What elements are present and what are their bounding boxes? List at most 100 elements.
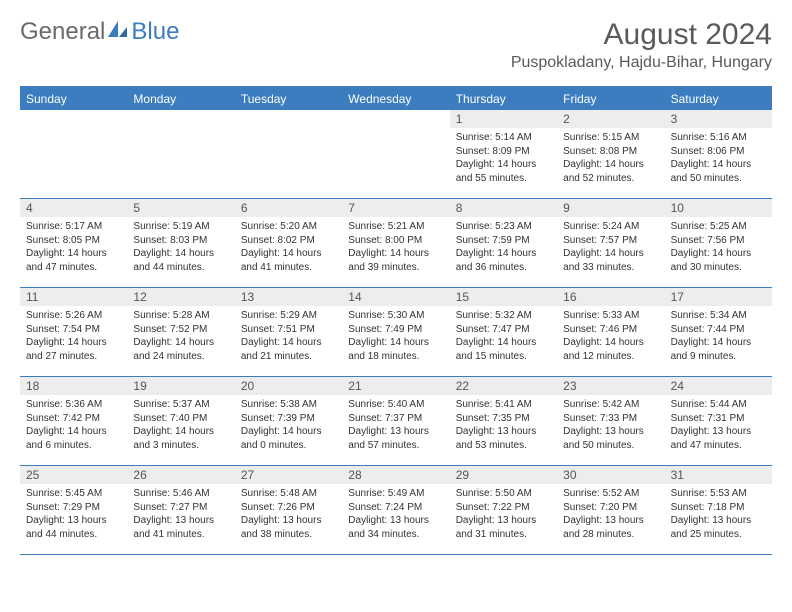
cell-body: Sunrise: 5:28 AMSunset: 7:52 PMDaylight:…: [127, 306, 234, 367]
calendar-cell: 13Sunrise: 5:29 AMSunset: 7:51 PMDayligh…: [235, 288, 342, 376]
sunrise-text: Sunrise: 5:42 AM: [563, 398, 658, 412]
sunrise-text: Sunrise: 5:30 AM: [348, 309, 443, 323]
calendar-cell: 6Sunrise: 5:20 AMSunset: 8:02 PMDaylight…: [235, 199, 342, 287]
day-number: 24: [665, 377, 772, 395]
sunrise-text: Sunrise: 5:28 AM: [133, 309, 228, 323]
sunrise-text: Sunrise: 5:26 AM: [26, 309, 121, 323]
day-header-tuesday: Tuesday: [235, 88, 342, 110]
sunset-text: Sunset: 7:31 PM: [671, 412, 766, 426]
daylight-text: Daylight: 14 hours and 55 minutes.: [456, 158, 551, 185]
cell-body: Sunrise: 5:53 AMSunset: 7:18 PMDaylight:…: [665, 484, 772, 545]
sunrise-text: Sunrise: 5:49 AM: [348, 487, 443, 501]
week-row: 25Sunrise: 5:45 AMSunset: 7:29 PMDayligh…: [20, 466, 772, 555]
cell-body: Sunrise: 5:29 AMSunset: 7:51 PMDaylight:…: [235, 306, 342, 367]
daylight-text: Daylight: 13 hours and 38 minutes.: [241, 514, 336, 541]
day-number: 11: [20, 288, 127, 306]
sunset-text: Sunset: 8:09 PM: [456, 145, 551, 159]
sunrise-text: Sunrise: 5:23 AM: [456, 220, 551, 234]
cell-body: Sunrise: 5:19 AMSunset: 8:03 PMDaylight:…: [127, 217, 234, 278]
day-number: 16: [557, 288, 664, 306]
day-number: 2: [557, 110, 664, 128]
sunrise-text: Sunrise: 5:44 AM: [671, 398, 766, 412]
calendar-cell: 12Sunrise: 5:28 AMSunset: 7:52 PMDayligh…: [127, 288, 234, 376]
calendar-cell: 4Sunrise: 5:17 AMSunset: 8:05 PMDaylight…: [20, 199, 127, 287]
logo-text-blue: Blue: [131, 18, 179, 46]
week-row: 18Sunrise: 5:36 AMSunset: 7:42 PMDayligh…: [20, 377, 772, 466]
sunset-text: Sunset: 7:51 PM: [241, 323, 336, 337]
sunset-text: Sunset: 7:39 PM: [241, 412, 336, 426]
daylight-text: Daylight: 13 hours and 34 minutes.: [348, 514, 443, 541]
header: General Blue August 2024 Puspokladany, H…: [0, 0, 792, 78]
cell-body: Sunrise: 5:36 AMSunset: 7:42 PMDaylight:…: [20, 395, 127, 456]
cell-body: Sunrise: 5:41 AMSunset: 7:35 PMDaylight:…: [450, 395, 557, 456]
cell-body: Sunrise: 5:17 AMSunset: 8:05 PMDaylight:…: [20, 217, 127, 278]
sunset-text: Sunset: 7:22 PM: [456, 501, 551, 515]
daylight-text: Daylight: 13 hours and 25 minutes.: [671, 514, 766, 541]
sunset-text: Sunset: 7:59 PM: [456, 234, 551, 248]
day-number: 7: [342, 199, 449, 217]
sunset-text: Sunset: 7:40 PM: [133, 412, 228, 426]
sunset-text: Sunset: 7:57 PM: [563, 234, 658, 248]
sunset-text: Sunset: 8:03 PM: [133, 234, 228, 248]
cell-body: Sunrise: 5:15 AMSunset: 8:08 PMDaylight:…: [557, 128, 664, 189]
daylight-text: Daylight: 14 hours and 52 minutes.: [563, 158, 658, 185]
calendar-cell: 26Sunrise: 5:46 AMSunset: 7:27 PMDayligh…: [127, 466, 234, 554]
sunset-text: Sunset: 7:56 PM: [671, 234, 766, 248]
sunrise-text: Sunrise: 5:53 AM: [671, 487, 766, 501]
sunset-text: Sunset: 7:49 PM: [348, 323, 443, 337]
calendar-cell: 21Sunrise: 5:40 AMSunset: 7:37 PMDayligh…: [342, 377, 449, 465]
cell-body: Sunrise: 5:23 AMSunset: 7:59 PMDaylight:…: [450, 217, 557, 278]
daylight-text: Daylight: 14 hours and 0 minutes.: [241, 425, 336, 452]
daylight-text: Daylight: 14 hours and 30 minutes.: [671, 247, 766, 274]
sunrise-text: Sunrise: 5:32 AM: [456, 309, 551, 323]
day-number: 12: [127, 288, 234, 306]
calendar-cell: 20Sunrise: 5:38 AMSunset: 7:39 PMDayligh…: [235, 377, 342, 465]
sunrise-text: Sunrise: 5:50 AM: [456, 487, 551, 501]
week-row: 1Sunrise: 5:14 AMSunset: 8:09 PMDaylight…: [20, 110, 772, 199]
daylight-text: Daylight: 14 hours and 18 minutes.: [348, 336, 443, 363]
sunrise-text: Sunrise: 5:25 AM: [671, 220, 766, 234]
day-header-friday: Friday: [557, 88, 664, 110]
day-header-wednesday: Wednesday: [342, 88, 449, 110]
calendar-cell: [342, 110, 449, 198]
calendar-cell: 3Sunrise: 5:16 AMSunset: 8:06 PMDaylight…: [665, 110, 772, 198]
cell-body: Sunrise: 5:48 AMSunset: 7:26 PMDaylight:…: [235, 484, 342, 545]
daylight-text: Daylight: 14 hours and 50 minutes.: [671, 158, 766, 185]
sunset-text: Sunset: 7:54 PM: [26, 323, 121, 337]
sunrise-text: Sunrise: 5:24 AM: [563, 220, 658, 234]
day-number: 15: [450, 288, 557, 306]
sunrise-text: Sunrise: 5:40 AM: [348, 398, 443, 412]
day-number: 9: [557, 199, 664, 217]
sunrise-text: Sunrise: 5:36 AM: [26, 398, 121, 412]
cell-body: [20, 114, 127, 121]
sunrise-text: Sunrise: 5:52 AM: [563, 487, 658, 501]
sunset-text: Sunset: 8:08 PM: [563, 145, 658, 159]
daylight-text: Daylight: 14 hours and 47 minutes.: [26, 247, 121, 274]
cell-body: Sunrise: 5:42 AMSunset: 7:33 PMDaylight:…: [557, 395, 664, 456]
daylight-text: Daylight: 14 hours and 39 minutes.: [348, 247, 443, 274]
sunset-text: Sunset: 7:33 PM: [563, 412, 658, 426]
cell-body: Sunrise: 5:44 AMSunset: 7:31 PMDaylight:…: [665, 395, 772, 456]
cell-body: Sunrise: 5:26 AMSunset: 7:54 PMDaylight:…: [20, 306, 127, 367]
daylight-text: Daylight: 14 hours and 12 minutes.: [563, 336, 658, 363]
day-number: 1: [450, 110, 557, 128]
daylight-text: Daylight: 13 hours and 57 minutes.: [348, 425, 443, 452]
cell-body: Sunrise: 5:45 AMSunset: 7:29 PMDaylight:…: [20, 484, 127, 545]
cell-body: Sunrise: 5:14 AMSunset: 8:09 PMDaylight:…: [450, 128, 557, 189]
calendar-cell: 31Sunrise: 5:53 AMSunset: 7:18 PMDayligh…: [665, 466, 772, 554]
daylight-text: Daylight: 14 hours and 44 minutes.: [133, 247, 228, 274]
daylight-text: Daylight: 13 hours and 47 minutes.: [671, 425, 766, 452]
sunrise-text: Sunrise: 5:21 AM: [348, 220, 443, 234]
daylight-text: Daylight: 14 hours and 41 minutes.: [241, 247, 336, 274]
cell-body: Sunrise: 5:49 AMSunset: 7:24 PMDaylight:…: [342, 484, 449, 545]
day-number: 25: [20, 466, 127, 484]
daylight-text: Daylight: 13 hours and 53 minutes.: [456, 425, 551, 452]
sunrise-text: Sunrise: 5:33 AM: [563, 309, 658, 323]
calendar-cell: 2Sunrise: 5:15 AMSunset: 8:08 PMDaylight…: [557, 110, 664, 198]
sunset-text: Sunset: 7:20 PM: [563, 501, 658, 515]
logo: General Blue: [20, 18, 179, 46]
sunrise-text: Sunrise: 5:34 AM: [671, 309, 766, 323]
cell-body: Sunrise: 5:33 AMSunset: 7:46 PMDaylight:…: [557, 306, 664, 367]
calendar-cell: 22Sunrise: 5:41 AMSunset: 7:35 PMDayligh…: [450, 377, 557, 465]
title-block: August 2024 Puspokladany, Hajdu-Bihar, H…: [511, 18, 772, 72]
